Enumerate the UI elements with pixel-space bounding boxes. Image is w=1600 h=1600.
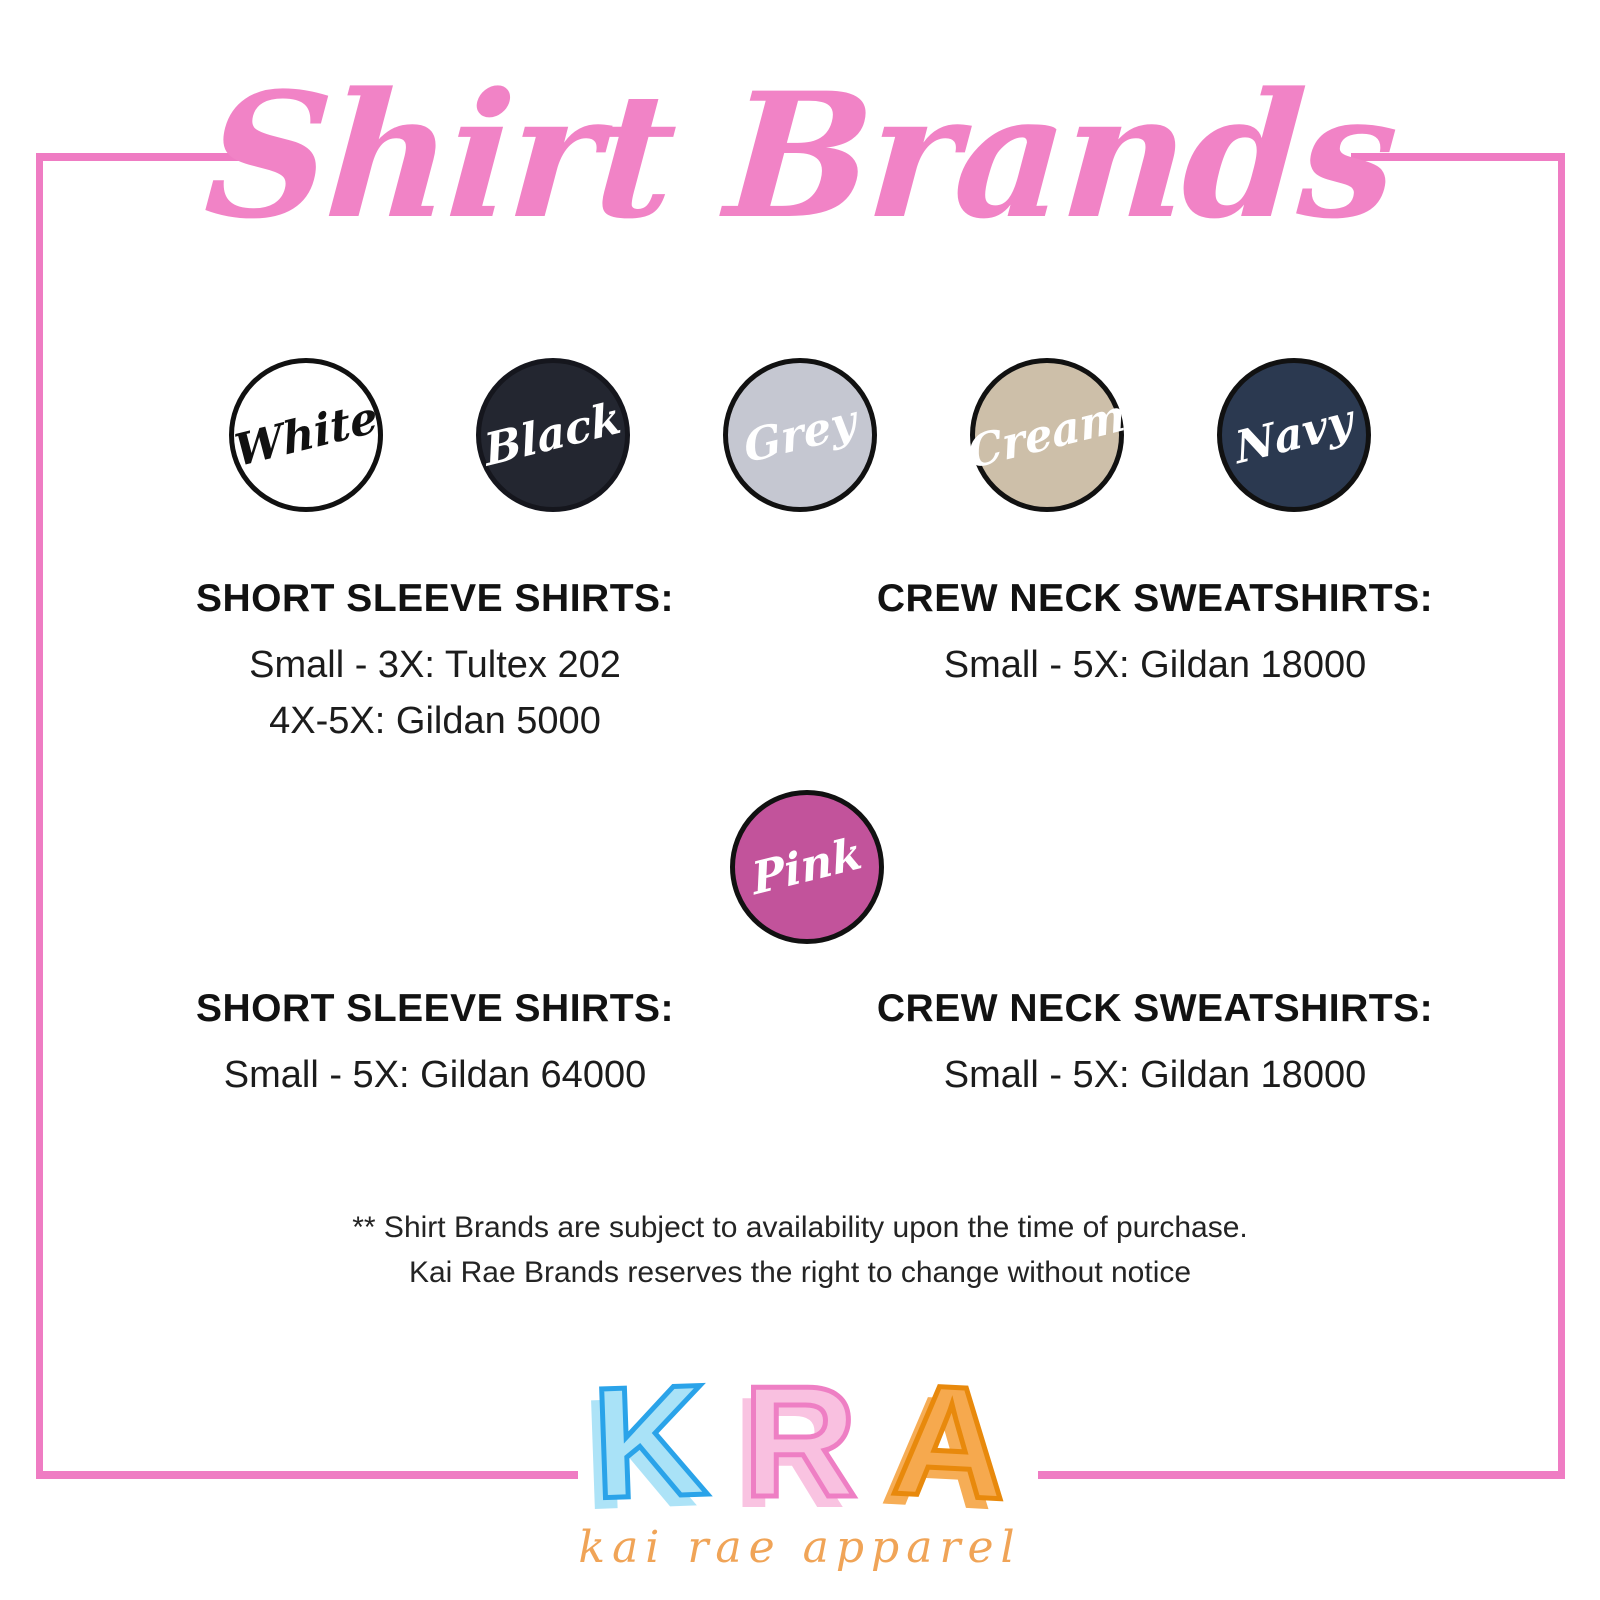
swatch-grey-label: Grey [740, 395, 859, 474]
short-sleeve-line: Small - 5X: Gildan 64000 [223, 1054, 647, 1096]
swatch-pink: Pink [730, 790, 884, 944]
swatch-row-top: White Black Grey Cream Navy [0, 358, 1600, 512]
crew-neck-line: Small - 5X: Gildan 18000 [943, 644, 1367, 686]
section-pink-short-sleeve: SHORT SLEEVE SHIRTS: Small - 5X: Gildan … [140, 985, 730, 1103]
short-sleeve-header: SHORT SLEEVE SHIRTS: [195, 987, 675, 1030]
crew-neck-header: CREW NECK SWEATSHIRTS: [876, 577, 1434, 620]
kra-logo: K K R R A A [0, 1349, 1600, 1544]
page-title: Shirt Brands [199, 53, 1401, 257]
frame-bottom-right-line [1038, 1471, 1565, 1479]
logo-letter-k-face: K [587, 1350, 712, 1535]
crew-neck-header: CREW NECK SWEATSHIRTS: [876, 987, 1434, 1030]
disclaimer-line-1: ** Shirt Brands are subject to availabil… [352, 1211, 1248, 1244]
swatch-cream-label: Cream [965, 389, 1129, 480]
logo-letter-a: A A [877, 1349, 1014, 1544]
swatch-navy-label: Navy [1232, 394, 1356, 475]
swatch-grey: Grey [723, 358, 877, 512]
frame-top-left-line [36, 153, 250, 161]
swatch-white: White [229, 358, 383, 512]
section-top-short-sleeve: SHORT SLEEVE SHIRTS: Small - 3X: Tultex … [140, 575, 730, 749]
logo-tagline: kai rae apparel [578, 1522, 1022, 1573]
swatch-black-label: Black [481, 392, 625, 477]
section-top-crew-neck: CREW NECK SWEATSHIRTS: Small - 5X: Gilda… [855, 575, 1455, 693]
short-sleeve-line: Small - 3X: Tultex 202 [249, 644, 621, 686]
disclaimer: ** Shirt Brands are subject to availabil… [0, 1205, 1600, 1295]
swatch-pink-label: Pink [748, 827, 865, 906]
frame-left-line [36, 156, 43, 1478]
swatch-white-label: White [231, 391, 381, 478]
logo-letter-r-shadow: R [731, 1365, 847, 1541]
swatch-navy: Navy [1217, 358, 1371, 512]
logo-letter-r: R R [732, 1360, 860, 1534]
swatch-black: Black [476, 358, 630, 512]
frame-right-line [1558, 156, 1565, 1478]
swatch-row-pink: Pink [730, 790, 884, 944]
disclaimer-line-2: Kai Rae Brands reserves the right to cha… [408, 1256, 1192, 1289]
crew-neck-line: Small - 5X: Gildan 18000 [943, 1054, 1367, 1096]
logo-letter-k: K K [579, 1350, 712, 1544]
short-sleeve-header: SHORT SLEEVE SHIRTS: [195, 577, 675, 620]
frame-top-right-line [1351, 153, 1565, 161]
logo-letter-r-face: R [740, 1354, 859, 1530]
section-pink-crew-neck: CREW NECK SWEATSHIRTS: Small - 5X: Gilda… [855, 985, 1455, 1103]
logo-letter-a-face: A [886, 1349, 1014, 1536]
swatch-cream: Cream [965, 358, 1129, 512]
short-sleeve-line: 4X-5X: Gildan 5000 [269, 700, 601, 742]
frame-bottom-left-line [36, 1471, 578, 1479]
